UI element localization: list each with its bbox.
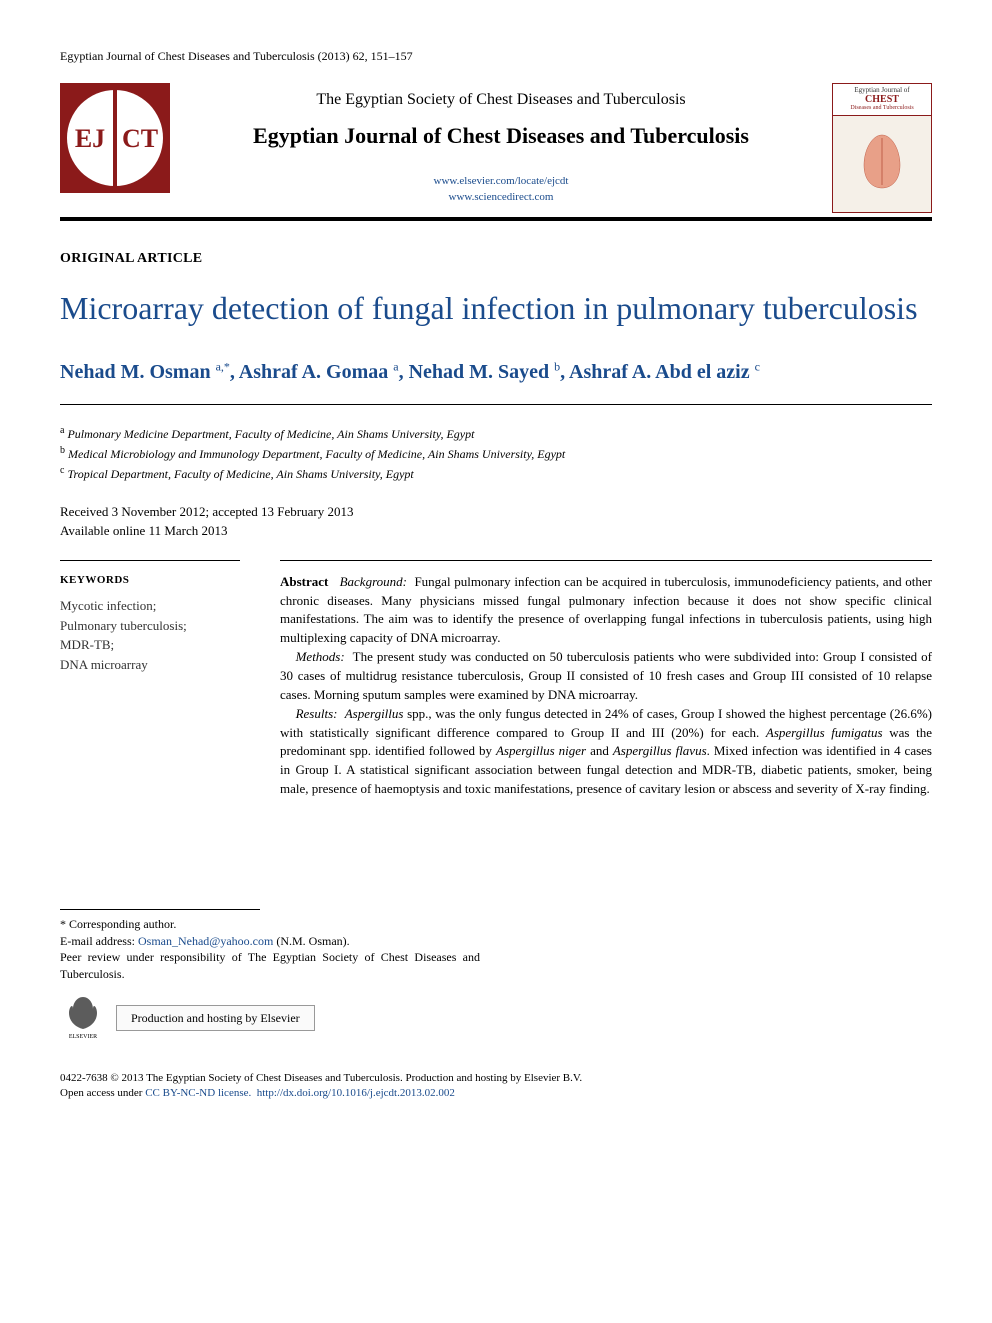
open-access-label: Open access under [60, 1087, 145, 1099]
journal-header: EJ CT The Egyptian Society of Chest Dise… [60, 83, 932, 213]
copyright-block: 0422-7638 © 2013 The Egyptian Society of… [60, 1071, 932, 1102]
elsevier-text: ELSEVIER [69, 1033, 97, 1041]
affiliations: a Pulmonary Medicine Department, Faculty… [60, 423, 932, 483]
methods-text: The present study was conducted on 50 tu… [280, 649, 932, 702]
abstract-methods: Methods: The present study was conducted… [280, 648, 932, 705]
footnotes-rule [60, 909, 260, 910]
keywords-list: Mycotic infection;Pulmonary tuberculosis… [60, 596, 240, 674]
email-label: E-mail address: [60, 934, 135, 948]
available-online: Available online 11 March 2013 [60, 522, 932, 540]
license-link[interactable]: CC BY-NC-ND license. [145, 1087, 251, 1099]
svg-text:CT: CT [122, 124, 158, 153]
methods-label: Methods: [296, 649, 345, 664]
journal-link-2[interactable]: www.sciencedirect.com [188, 190, 814, 205]
doi-link[interactable]: http://dx.doi.org/10.1016/j.ejcdt.2013.0… [257, 1087, 455, 1099]
article-dates: Received 3 November 2012; accepted 13 Fe… [60, 503, 932, 539]
abstract-results: Results: Aspergillus spp., was the only … [280, 705, 932, 799]
hosting-text: Production and hosting by Elsevier [116, 1005, 315, 1032]
cover-title-sub: Diseases and Tuberculosis [835, 105, 929, 112]
keywords-abstract-row: KEYWORDS Mycotic infection;Pulmonary tub… [60, 560, 932, 799]
journal-link-1[interactable]: www.elsevier.com/locate/ejcdt [188, 174, 814, 189]
journal-title: Egyptian Journal of Chest Diseases and T… [188, 121, 814, 152]
affiliation-line: b Medical Microbiology and Immunology De… [60, 443, 932, 463]
header-center: The Egyptian Society of Chest Diseases a… [188, 83, 814, 207]
background-label: Background: [340, 574, 407, 589]
copyright-line: 0422-7638 © 2013 The Egyptian Society of… [60, 1071, 932, 1086]
society-name: The Egyptian Society of Chest Diseases a… [188, 89, 814, 111]
affiliation-line: a Pulmonary Medicine Department, Faculty… [60, 423, 932, 443]
email-line: E-mail address: Osman_Nehad@yahoo.com (N… [60, 933, 480, 950]
keywords-column: KEYWORDS Mycotic infection;Pulmonary tub… [60, 560, 240, 799]
authors-rule [60, 404, 932, 405]
running-head: Egyptian Journal of Chest Diseases and T… [60, 48, 932, 65]
elsevier-logo-icon: ELSEVIER [60, 993, 106, 1043]
header-rule [60, 217, 932, 221]
abstract-column: Abstract Background: Fungal pulmonary in… [280, 560, 932, 799]
abstract-background: Abstract Background: Fungal pulmonary in… [280, 573, 932, 648]
author-email-link[interactable]: Osman_Nehad@yahoo.com [138, 934, 273, 948]
article-type: ORIGINAL ARTICLE [60, 249, 932, 269]
author-list: Nehad M. Osman a,*, Ashraf A. Gomaa a, N… [60, 358, 932, 386]
header-links: www.elsevier.com/locate/ejcdt www.scienc… [188, 174, 814, 206]
keywords-heading: KEYWORDS [60, 573, 240, 588]
cover-image-area [833, 116, 931, 204]
article-title: Microarray detection of fungal infection… [60, 288, 932, 328]
results-text: Aspergillus spp., was the only fungus de… [280, 706, 932, 796]
corresponding-author: * Corresponding author. [60, 916, 480, 933]
abstract-label: Abstract [280, 574, 328, 589]
email-attribution: (N.M. Osman). [276, 934, 349, 948]
hosting-box: ELSEVIER Production and hosting by Elsev… [60, 993, 480, 1043]
journal-cover-thumbnail: Egyptian Journal of CHEST Diseases and T… [832, 83, 932, 213]
received-accepted: Received 3 November 2012; accepted 13 Fe… [60, 503, 932, 521]
svg-text:EJ: EJ [75, 124, 105, 153]
ejct-logo: EJ CT [60, 83, 170, 200]
footnotes: * Corresponding author. E-mail address: … [60, 916, 480, 1043]
license-doi-line: Open access under CC BY-NC-ND license. h… [60, 1086, 932, 1101]
affiliation-line: c Tropical Department, Faculty of Medici… [60, 463, 932, 483]
cover-title-main: CHEST [835, 94, 929, 105]
peer-review-note: Peer review under responsibility of The … [60, 949, 480, 983]
results-label: Results: [296, 706, 338, 721]
